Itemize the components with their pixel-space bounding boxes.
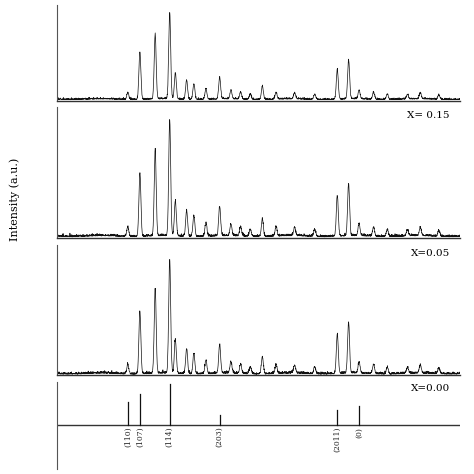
Text: Intensity (a.u.): Intensity (a.u.) — [9, 157, 19, 241]
Text: (114): (114) — [166, 427, 173, 447]
Text: X= 0.15: X= 0.15 — [407, 111, 450, 120]
Text: X=0.05: X=0.05 — [410, 249, 450, 257]
Text: (0): (0) — [355, 427, 363, 438]
Text: (110): (110) — [124, 427, 132, 447]
Text: X=0.00: X=0.00 — [410, 384, 450, 393]
Text: (2011): (2011) — [333, 427, 341, 452]
Text: (107): (107) — [136, 427, 144, 447]
Text: (203): (203) — [216, 427, 224, 447]
